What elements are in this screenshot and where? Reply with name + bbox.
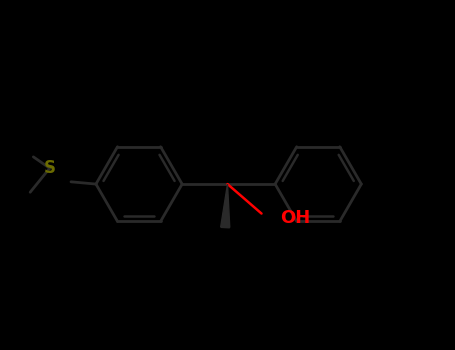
Polygon shape <box>221 184 230 228</box>
Text: S: S <box>44 159 56 177</box>
Text: OH: OH <box>280 209 310 227</box>
